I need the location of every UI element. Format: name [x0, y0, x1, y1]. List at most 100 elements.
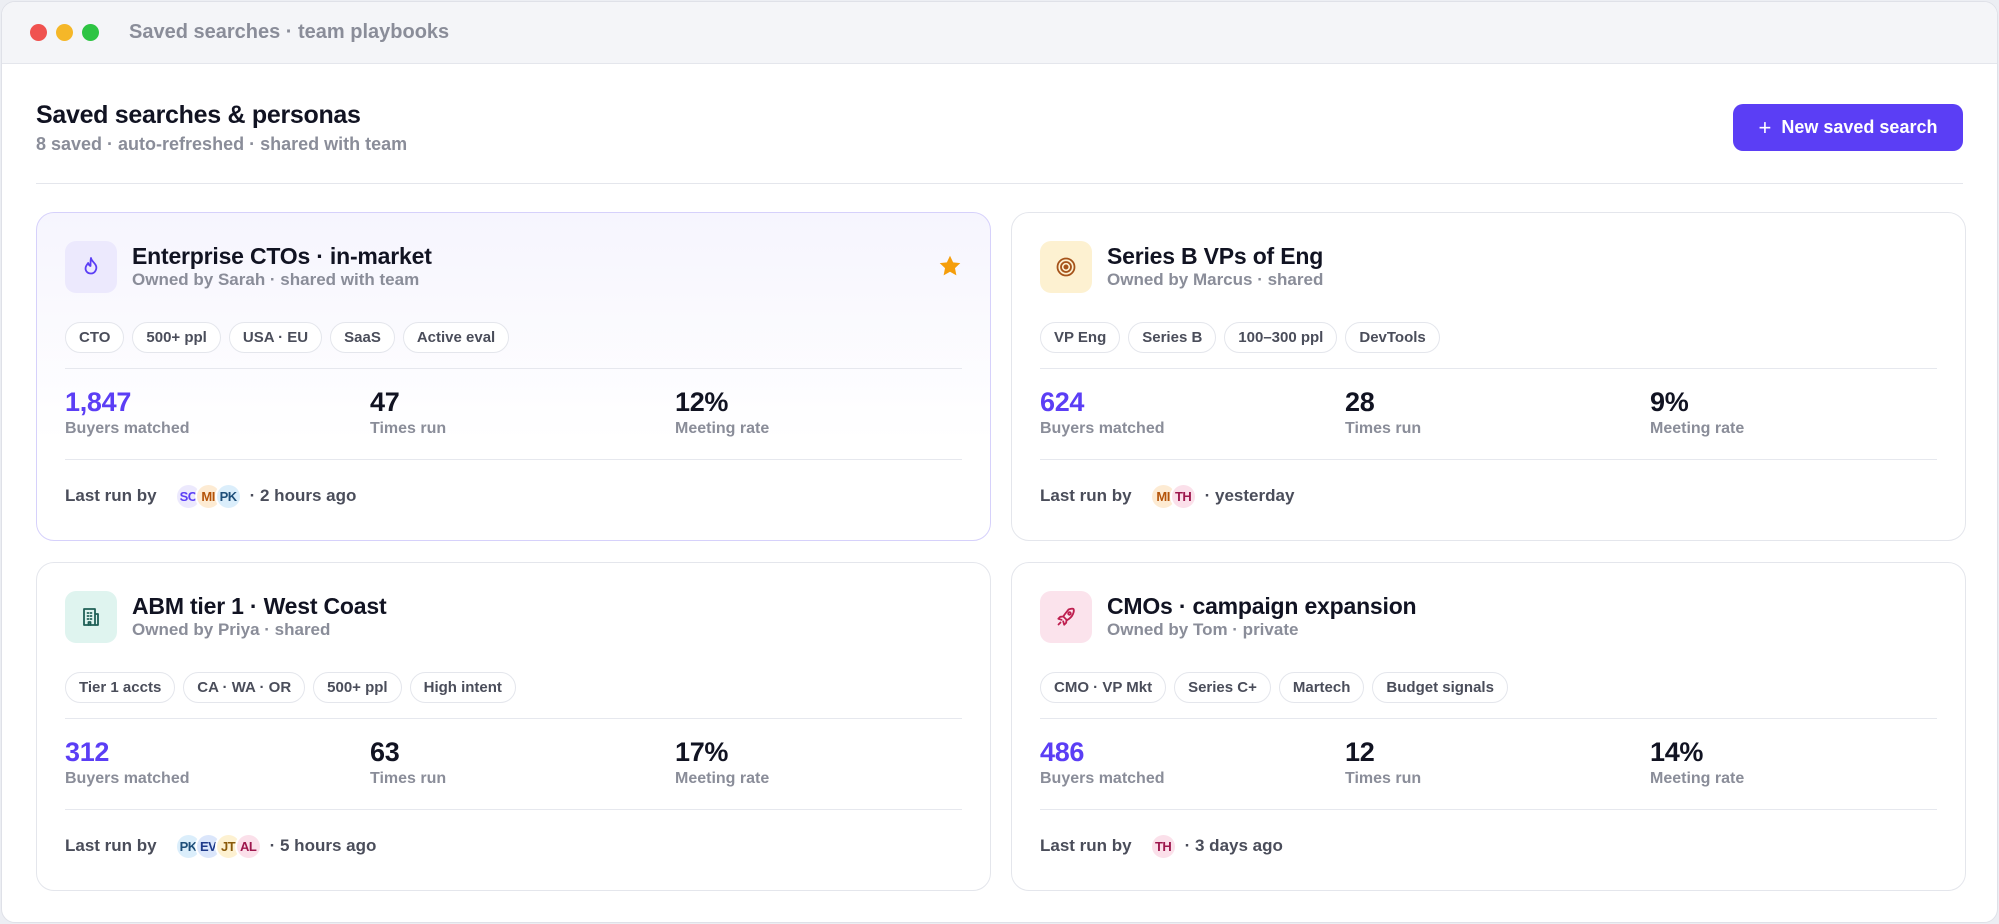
card-owner: Owned by Tom · private	[1107, 620, 1299, 639]
card-title[interactable]: Series B VPs of Eng	[1107, 243, 1324, 269]
stat-label: Meeting rate	[675, 420, 770, 437]
stat-buyers-matched: 624 Buyers matched	[1040, 389, 1165, 438]
stat-buyers-matched: 312 Buyers matched	[65, 739, 190, 788]
stat-label: Meeting rate	[1650, 770, 1745, 787]
stat-value: 486	[1040, 737, 1085, 767]
avatar-group: TH	[1149, 832, 1177, 860]
stat-meeting-rate: 9% Meeting rate	[1650, 389, 1744, 438]
stat-value: 624	[1040, 387, 1085, 417]
divider	[65, 718, 962, 719]
star-icon[interactable]	[937, 253, 963, 279]
last-run-time: · yesterday	[1204, 486, 1295, 505]
tag[interactable]: DevTools	[1345, 322, 1440, 353]
card-owner: Owned by Marcus · shared	[1107, 270, 1324, 289]
page-title: Saved searches & personas	[36, 101, 361, 129]
flame-icon	[65, 241, 117, 293]
divider	[65, 459, 962, 460]
tag[interactable]: VP Eng	[1040, 322, 1121, 353]
stat-meeting-rate: 17% Meeting rate	[675, 739, 769, 788]
stat-meeting-rate: 14% Meeting rate	[1650, 739, 1744, 788]
avatar-group: PK EV JT AL	[174, 832, 262, 860]
tag[interactable]: High intent	[409, 672, 516, 703]
tag[interactable]: Series B	[1128, 322, 1217, 353]
stat-label: Meeting rate	[1650, 420, 1745, 437]
tag-list: CTO 500+ ppl USA · EU SaaS Active eval	[65, 322, 510, 353]
building-icon	[65, 591, 117, 643]
rocket-icon	[1040, 591, 1092, 643]
new-saved-search-button[interactable]: + New saved search	[1733, 104, 1963, 151]
stat-label: Buyers matched	[1040, 770, 1165, 787]
last-run-time: · 3 days ago	[1184, 836, 1283, 855]
tag[interactable]: Tier 1 accts	[65, 672, 176, 703]
minimize-window-button[interactable]	[56, 24, 73, 41]
tag[interactable]: 500+ ppl	[313, 672, 402, 703]
stat-label: Meeting rate	[675, 770, 770, 787]
tag[interactable]: CTO	[65, 322, 125, 353]
avatar[interactable]: TH	[1149, 832, 1177, 860]
card-owner: Owned by Priya · shared	[132, 620, 331, 639]
divider	[1040, 809, 1937, 810]
divider	[65, 809, 962, 810]
page-subtitle: 8 saved · auto-refreshed · shared with t…	[36, 134, 408, 154]
card-owner: Owned by Sarah · shared with team	[132, 270, 420, 289]
stat-value: 14%	[1650, 737, 1704, 767]
tag[interactable]: 500+ ppl	[132, 322, 221, 353]
stat-buyers-matched: 486 Buyers matched	[1040, 739, 1165, 788]
stat-times-run: 47 Times run	[370, 389, 446, 438]
stat-times-run: 12 Times run	[1345, 739, 1421, 788]
tag[interactable]: Series C+	[1174, 672, 1271, 703]
tag[interactable]: Martech	[1278, 672, 1365, 703]
tag[interactable]: CMO · VP Mkt	[1040, 672, 1167, 703]
tag[interactable]: Active eval	[402, 322, 510, 353]
saved-search-card[interactable]: Series B VPs of Eng Owned by Marcus · sh…	[1011, 212, 1966, 541]
stat-value: 9%	[1650, 387, 1689, 417]
stat-label: Buyers matched	[1040, 420, 1165, 437]
stat-value: 63	[370, 737, 400, 767]
avatar[interactable]: TH	[1169, 482, 1197, 510]
tag[interactable]: Budget signals	[1372, 672, 1508, 703]
saved-search-card[interactable]: ABM tier 1 · West Coast Owned by Priya ·…	[36, 562, 991, 891]
last-run-label: Last run by	[1040, 486, 1132, 505]
avatar-group: MI TH	[1149, 482, 1197, 510]
stat-value: 12%	[675, 387, 729, 417]
tag-list: CMO · VP Mkt Series C+ Martech Budget si…	[1040, 672, 1508, 703]
last-run-time: · 2 hours ago	[249, 486, 357, 505]
tag[interactable]: SaaS	[330, 322, 395, 353]
last-run-row: Last run by SC MI PK · 2 hours ago	[65, 481, 356, 511]
stat-label: Times run	[370, 420, 447, 437]
tag-list: Tier 1 accts CA · WA · OR 500+ ppl High …	[65, 672, 516, 703]
title-bar: Saved searches · team playbooks	[2, 2, 1997, 64]
stat-label: Buyers matched	[65, 420, 190, 437]
avatar[interactable]: AL	[234, 832, 262, 860]
last-run-row: Last run by PK EV JT AL · 5 hours ago	[65, 831, 376, 861]
stat-value: 1,847	[65, 387, 132, 417]
stat-value: 28	[1345, 387, 1375, 417]
card-title[interactable]: Enterprise CTOs · in-market	[132, 243, 432, 269]
divider	[65, 368, 962, 369]
stat-label: Buyers matched	[65, 770, 190, 787]
window-title: Saved searches · team playbooks	[129, 21, 450, 43]
tag[interactable]: USA · EU	[228, 322, 323, 353]
close-window-button[interactable]	[30, 24, 47, 41]
saved-search-card[interactable]: CMOs · campaign expansion Owned by Tom ·…	[1011, 562, 1966, 891]
last-run-label: Last run by	[65, 486, 157, 505]
card-title[interactable]: CMOs · campaign expansion	[1107, 593, 1417, 619]
stat-times-run: 28 Times run	[1345, 389, 1421, 438]
last-run-row: Last run by MI TH · yesterday	[1040, 481, 1294, 511]
saved-search-card[interactable]: Enterprise CTOs · in-market Owned by Sar…	[36, 212, 991, 541]
stat-value: 47	[370, 387, 400, 417]
maximize-window-button[interactable]	[82, 24, 99, 41]
stat-meeting-rate: 12% Meeting rate	[675, 389, 769, 438]
avatar-group: SC MI PK	[174, 482, 242, 510]
stat-value: 312	[65, 737, 110, 767]
avatar[interactable]: PK	[214, 482, 242, 510]
stat-label: Times run	[1345, 770, 1422, 787]
stat-label: Times run	[1345, 420, 1422, 437]
stat-value: 12	[1345, 737, 1375, 767]
tag[interactable]: CA · WA · OR	[183, 672, 306, 703]
tag[interactable]: 100–300 ppl	[1224, 322, 1338, 353]
card-title[interactable]: ABM tier 1 · West Coast	[132, 593, 387, 619]
divider	[1040, 368, 1937, 369]
last-run-label: Last run by	[65, 836, 157, 855]
